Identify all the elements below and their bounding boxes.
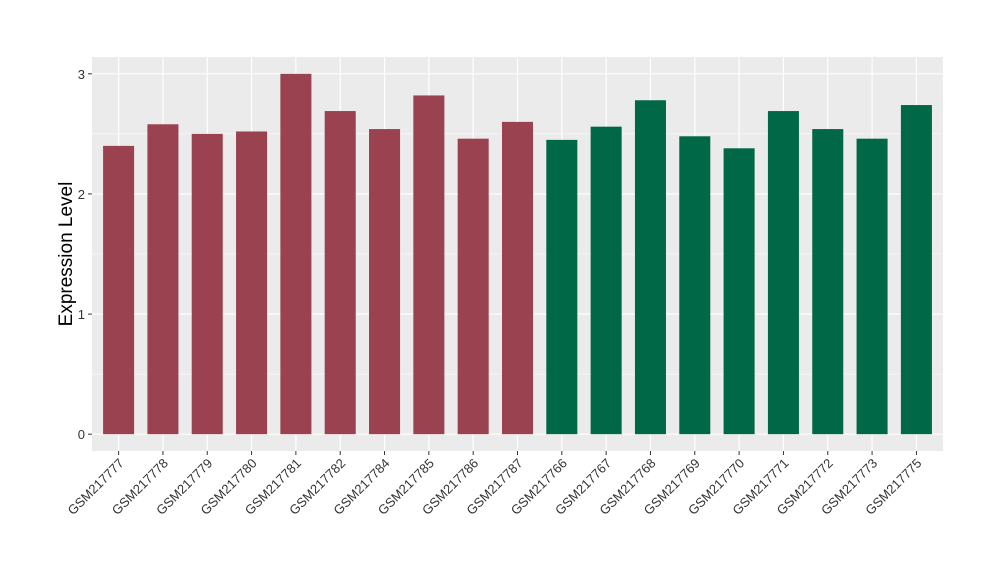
bars-group: [103, 73, 932, 435]
x-axis: GSM217777GSM217778GSM217779GSM217780GSM2…: [64, 451, 925, 518]
bar-GSM217786: [457, 138, 489, 435]
y-tick-label: 1: [78, 307, 85, 322]
bar-GSM217777: [103, 145, 135, 435]
bar-GSM217770: [723, 148, 755, 435]
bar-GSM217771: [767, 111, 799, 435]
bar-GSM217768: [634, 100, 666, 435]
bar-GSM217782: [324, 111, 356, 435]
bar-GSM217781: [280, 73, 312, 435]
bar-GSM217778: [147, 124, 179, 435]
bar-GSM217767: [590, 126, 622, 435]
bar-GSM217784: [369, 129, 401, 435]
bar-GSM217785: [413, 95, 445, 435]
y-axis-label: Expression Level: [56, 182, 77, 327]
y-tick-label: 0: [78, 427, 85, 442]
bar-GSM217775: [900, 105, 932, 435]
bar-GSM217772: [812, 129, 844, 435]
y-tick-label: 2: [78, 187, 85, 202]
y-tick-label: 3: [78, 67, 85, 82]
bar-GSM217769: [679, 136, 711, 435]
bar-GSM217779: [191, 133, 223, 435]
bar-GSM217780: [236, 131, 268, 435]
y-axis: 0 1 2 3: [78, 67, 92, 442]
bar-GSM217773: [856, 138, 888, 435]
bar-GSM217766: [546, 139, 578, 435]
bar-GSM217787: [501, 121, 534, 435]
